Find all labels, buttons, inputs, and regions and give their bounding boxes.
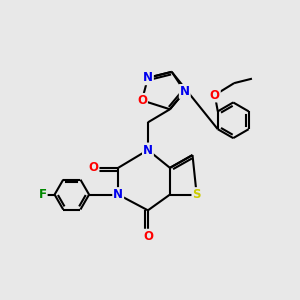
Text: N: N [113, 188, 123, 201]
Text: F: F [39, 188, 47, 201]
Text: O: O [143, 230, 153, 243]
Text: O: O [137, 94, 147, 107]
Text: N: N [180, 85, 190, 98]
Text: N: N [143, 143, 153, 157]
Text: N: N [143, 71, 153, 84]
Text: S: S [192, 188, 201, 201]
Text: O: O [210, 88, 220, 101]
Text: O: O [88, 161, 98, 174]
